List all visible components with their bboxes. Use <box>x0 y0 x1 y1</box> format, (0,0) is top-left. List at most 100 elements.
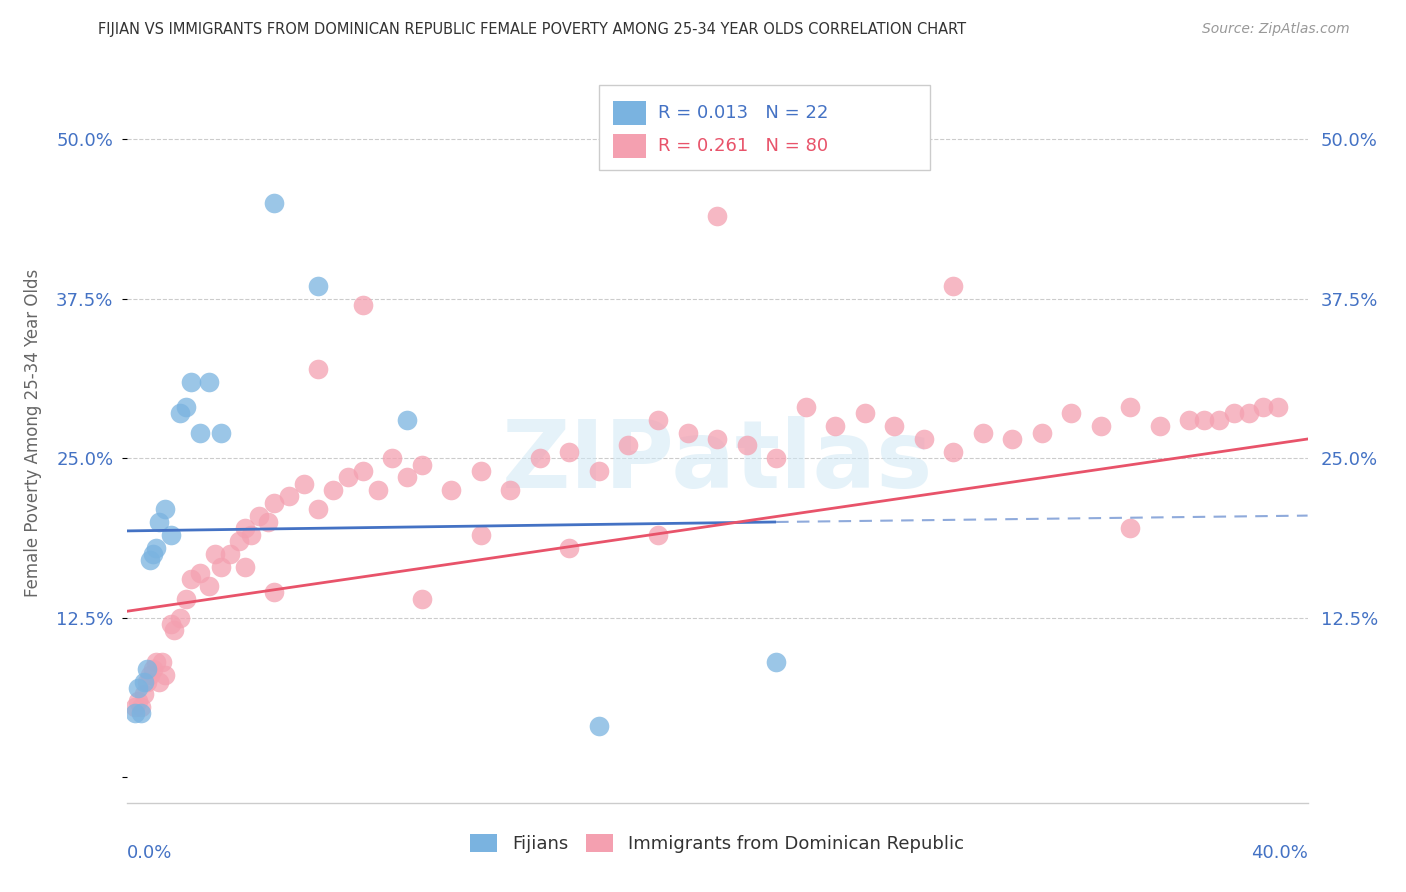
Point <box>1031 425 1053 440</box>
Point <box>148 515 170 529</box>
Point <box>676 425 699 440</box>
Point <box>499 483 522 497</box>
FancyBboxPatch shape <box>613 134 647 158</box>
Text: FIJIAN VS IMMIGRANTS FROM DOMINICAN REPUBLIC FEMALE POVERTY AMONG 25-34 YEAR OLD: FIJIAN VS IMMIGRANTS FROM DOMINICAN REPU… <box>98 22 966 37</box>
Point <box>145 656 167 670</box>
Point <box>249 508 271 523</box>
Point <box>352 464 374 478</box>
Point <box>136 662 159 676</box>
Point <box>588 719 610 733</box>
FancyBboxPatch shape <box>599 85 929 169</box>
Legend: Fijians, Immigrants from Dominican Republic: Fijians, Immigrants from Dominican Repub… <box>463 827 972 861</box>
Text: ZIPatlas: ZIPatlas <box>502 417 932 508</box>
Point <box>127 694 149 708</box>
Point <box>134 674 156 689</box>
Point <box>794 400 817 414</box>
Point <box>139 668 162 682</box>
Point <box>558 541 581 555</box>
Point <box>263 195 285 210</box>
Point <box>239 527 262 541</box>
FancyBboxPatch shape <box>613 101 647 125</box>
Point <box>129 706 153 721</box>
Point <box>148 674 170 689</box>
Point <box>150 656 173 670</box>
Point <box>440 483 463 497</box>
Point <box>588 464 610 478</box>
Point <box>136 674 159 689</box>
Point <box>257 515 280 529</box>
Point <box>308 278 330 293</box>
Point <box>1090 419 1112 434</box>
Point <box>942 278 965 293</box>
Point <box>142 547 165 561</box>
Point <box>647 527 669 541</box>
Text: R = 0.261   N = 80: R = 0.261 N = 80 <box>658 137 828 155</box>
Point <box>883 419 905 434</box>
Point <box>174 400 197 414</box>
Y-axis label: Female Poverty Among 25-34 Year Olds: Female Poverty Among 25-34 Year Olds <box>24 268 42 597</box>
Point <box>735 438 758 452</box>
Point <box>853 407 876 421</box>
Point <box>127 681 149 695</box>
Point <box>1001 432 1024 446</box>
Point <box>1223 407 1246 421</box>
Point <box>233 521 256 535</box>
Point <box>169 407 191 421</box>
Point <box>942 444 965 458</box>
Point <box>160 617 183 632</box>
Point <box>1178 413 1201 427</box>
Point <box>1119 521 1142 535</box>
Point <box>367 483 389 497</box>
Point <box>124 706 146 721</box>
Point <box>219 547 242 561</box>
Point <box>160 527 183 541</box>
Point <box>142 662 165 676</box>
Point <box>381 451 404 466</box>
Point <box>972 425 994 440</box>
Point <box>180 375 202 389</box>
Point <box>765 451 787 466</box>
Point <box>706 432 728 446</box>
Point <box>204 547 226 561</box>
Point <box>396 413 419 427</box>
Point <box>1119 400 1142 414</box>
Point <box>411 591 433 606</box>
Point <box>263 585 285 599</box>
Point <box>337 470 360 484</box>
Point <box>912 432 935 446</box>
Point <box>209 425 232 440</box>
Point <box>1060 407 1083 421</box>
Point <box>1149 419 1171 434</box>
Point <box>174 591 197 606</box>
Point <box>706 209 728 223</box>
Point <box>129 700 153 714</box>
Point <box>765 656 787 670</box>
Point <box>139 553 162 567</box>
Point <box>188 566 212 580</box>
Point <box>153 668 176 682</box>
Point <box>617 438 640 452</box>
Point <box>647 413 669 427</box>
Point <box>824 419 846 434</box>
Point <box>198 375 221 389</box>
Point <box>124 700 146 714</box>
Point <box>558 444 581 458</box>
Point <box>308 361 330 376</box>
Point <box>180 573 202 587</box>
Point <box>1267 400 1289 414</box>
Point <box>228 534 250 549</box>
Text: Source: ZipAtlas.com: Source: ZipAtlas.com <box>1202 22 1350 37</box>
Point <box>153 502 176 516</box>
Point <box>278 490 301 504</box>
Point <box>134 687 156 701</box>
Point <box>292 476 315 491</box>
Point <box>308 502 330 516</box>
Point <box>188 425 212 440</box>
Point <box>209 559 232 574</box>
Point <box>411 458 433 472</box>
Point <box>163 624 186 638</box>
Point <box>233 559 256 574</box>
Point <box>145 541 167 555</box>
Point <box>470 464 492 478</box>
Text: 40.0%: 40.0% <box>1251 844 1308 862</box>
